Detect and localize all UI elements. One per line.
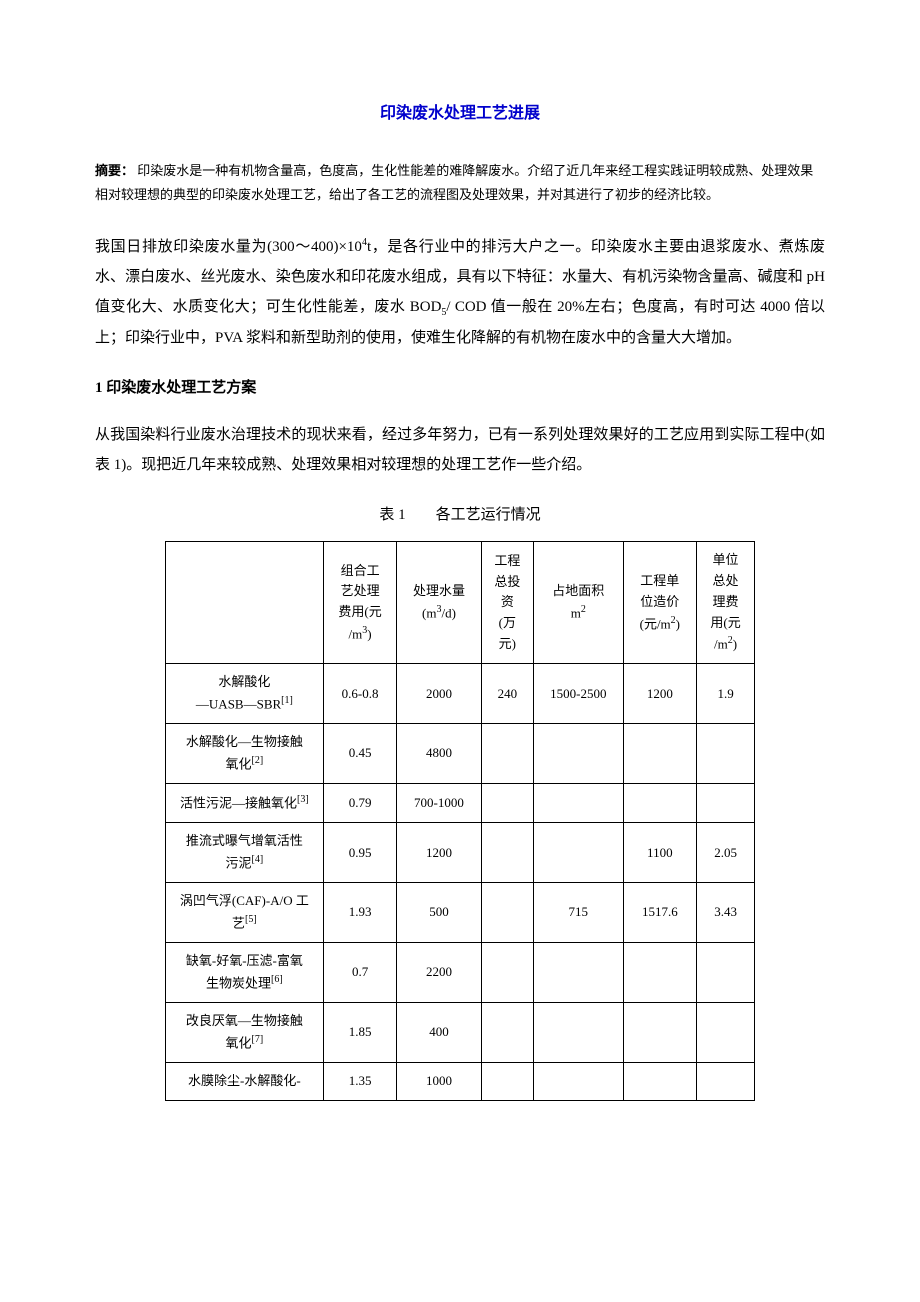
cell-process: 水解酸化—UASB—SBR[1] [166,664,324,724]
cell-invest [481,784,534,823]
abstract: 摘要： 印染废水是一种有机物含量高，色度高，生化性能差的难降解废水。介绍了近几年… [95,159,825,208]
table-row: 缺氧-好氧-压滤-富氧生物炭处理[6]0.72200 [166,943,755,1003]
cell-invest [481,823,534,883]
cell-unitprice [623,724,697,784]
cell-invest: 240 [481,664,534,724]
cell-process: 缺氧-好氧-压滤-富氧生物炭处理[6] [166,943,324,1003]
cell-area [534,823,623,883]
cell-unitprice [623,784,697,823]
cell-process: 改良厌氧—生物接触氧化[7] [166,1003,324,1063]
abstract-text: 印染废水是一种有机物含量高，色度高，生化性能差的难降解废水。介绍了近几年来经工程… [95,163,813,203]
cell-cost: 0.45 [323,724,397,784]
document-title: 印染废水处理工艺进展 [95,100,825,129]
cell-volume: 700-1000 [397,784,481,823]
paragraph-1: 我国日排放印染废水量为(300～400)×104t，是各行业中的排污大户之一。印… [95,232,825,353]
cell-cost: 0.95 [323,823,397,883]
cell-volume: 1000 [397,1063,481,1101]
cell-cost: 1.85 [323,1003,397,1063]
cell-cost: 0.7 [323,943,397,1003]
table-row: 水解酸化—UASB—SBR[1]0.6-0.820002401500-25001… [166,664,755,724]
cell-unitcost: 2.05 [697,823,755,883]
cell-area [534,724,623,784]
cell-unitcost [697,1003,755,1063]
table-row: 涡凹气浮(CAF)-A/O 工艺[5]1.93500 7151517.63.43 [166,883,755,943]
section-1-heading: 1 印染废水处理工艺方案 [95,375,825,402]
abstract-label: 摘要： [95,163,134,178]
cell-area: 1500-2500 [534,664,623,724]
cell-volume: 500 [397,883,481,943]
cell-volume: 1200 [397,823,481,883]
cell-area [534,1003,623,1063]
header-invest: 工程 总投 资 (万 元) [481,542,534,664]
cell-cost: 1.93 [323,883,397,943]
table-caption: 表 1 各工艺运行情况 [95,502,825,529]
cell-invest [481,1063,534,1101]
p1-text-1: 我国日排放印染废水量为(300～400)×10 [95,239,362,255]
cell-unitcost [697,724,755,784]
header-area: 占地面积 m2 [534,542,623,664]
cell-invest [481,724,534,784]
cell-volume: 4800 [397,724,481,784]
cell-process: 活性污泥—接触氧化[3] [166,784,324,823]
cell-unitprice [623,1003,697,1063]
cell-invest [481,1003,534,1063]
cell-volume: 400 [397,1003,481,1063]
cell-process: 水膜除尘-水解酸化- [166,1063,324,1101]
process-table: 组合工 艺处理 费用(元 /m3) 处理水量 (m3/d) 工程 总投 资 (万… [165,541,755,1101]
cell-unitprice [623,1063,697,1101]
cell-unitprice [623,943,697,1003]
cell-unitcost [697,784,755,823]
table-row: 改良厌氧—生物接触氧化[7]1.85400 [166,1003,755,1063]
cell-cost: 0.6-0.8 [323,664,397,724]
header-unitcost: 单位 总处 理费 用(元 /m2) [697,542,755,664]
cell-area [534,1063,623,1101]
cell-cost: 1.35 [323,1063,397,1101]
header-unitprice: 工程单 位造价 (元/m2) [623,542,697,664]
cell-unitprice: 1200 [623,664,697,724]
cell-unitprice: 1517.6 [623,883,697,943]
cell-area [534,943,623,1003]
table-row: 推流式曝气增氧活性污泥[4]0.951200 11002.05 [166,823,755,883]
cell-unitcost [697,1063,755,1101]
cell-area: 715 [534,883,623,943]
cell-unitprice: 1100 [623,823,697,883]
cell-volume: 2200 [397,943,481,1003]
cell-process: 水解酸化—生物接触氧化[2] [166,724,324,784]
table-row: 水膜除尘-水解酸化-1.351000 [166,1063,755,1101]
paragraph-2: 从我国染料行业废水治理技术的现状来看，经过多年努力，已有一系列处理效果好的工艺应… [95,420,825,480]
table-row: 水解酸化—生物接触氧化[2]0.454800 [166,724,755,784]
header-process [166,542,324,664]
cell-invest [481,883,534,943]
table-header-row: 组合工 艺处理 费用(元 /m3) 处理水量 (m3/d) 工程 总投 资 (万… [166,542,755,664]
cell-unitcost: 3.43 [697,883,755,943]
cell-cost: 0.79 [323,784,397,823]
cell-unitcost: 1.9 [697,664,755,724]
cell-process: 推流式曝气增氧活性污泥[4] [166,823,324,883]
cell-process: 涡凹气浮(CAF)-A/O 工艺[5] [166,883,324,943]
cell-invest [481,943,534,1003]
header-cost: 组合工 艺处理 费用(元 /m3) [323,542,397,664]
header-volume: 处理水量 (m3/d) [397,542,481,664]
table-row: 活性污泥—接触氧化[3]0.79700-1000 [166,784,755,823]
cell-area [534,784,623,823]
cell-volume: 2000 [397,664,481,724]
cell-unitcost [697,943,755,1003]
